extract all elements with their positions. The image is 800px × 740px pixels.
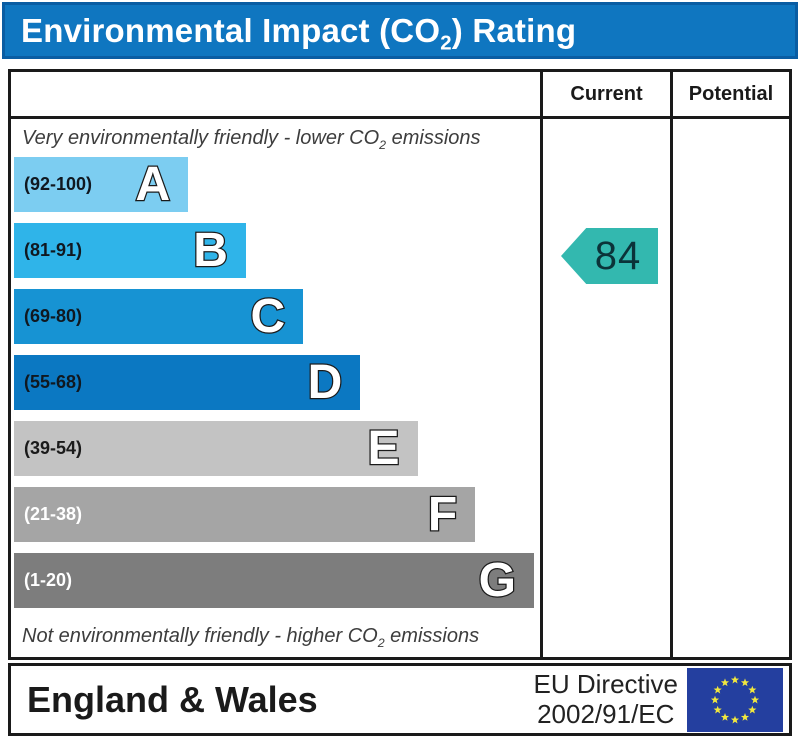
band-row: (81-91) B [14, 223, 534, 278]
band-range-label: (39-54) [24, 438, 83, 458]
band-range-label: (69-80) [24, 306, 83, 326]
chart-title: Environmental Impact (CO2) Rating [21, 11, 577, 55]
current-column-cell: 84 [540, 119, 670, 657]
current-rating-value: 84 [594, 233, 642, 278]
eu-directive-text: EU Directive 2002/91/EC [533, 669, 678, 729]
band-bar-F: (21-38) F [14, 487, 476, 542]
band-range-label: (81-91) [24, 240, 83, 260]
current-column-header: Current [540, 72, 670, 119]
band-bar-A: (92-100) A [14, 157, 189, 212]
eu-flag-icon [687, 667, 783, 732]
band-row: (21-38) F [14, 487, 534, 542]
footer-bar: England & Wales EU Directive 2002/91/EC [8, 663, 792, 736]
band-bar-D: (55-68) D [14, 355, 361, 410]
band-row: (1-20) G [14, 553, 534, 608]
bands-column: Very environmentally friendly - lower CO… [11, 119, 540, 657]
band-letter: E [366, 421, 401, 475]
band-range-label: (1-20) [24, 570, 73, 590]
band-row: (55-68) D [14, 355, 534, 410]
potential-column-header: Potential [670, 72, 789, 119]
band-range-label: (21-38) [24, 504, 83, 524]
band-row: (92-100) A [14, 157, 534, 212]
band-bar-G: (1-20) G [14, 553, 534, 608]
chart-title-bar: Environmental Impact (CO2) Rating [2, 2, 798, 59]
region-label: England & Wales [27, 678, 318, 720]
band-letter: A [134, 157, 171, 211]
bottom-note: Not environmentally friendly - higher CO… [22, 625, 480, 650]
band-row: (39-54) E [14, 421, 534, 476]
band-letter: F [427, 487, 459, 541]
rating-table: Current Potential Very environmentally f… [8, 69, 792, 660]
top-note: Very environmentally friendly - lower CO… [22, 127, 481, 152]
band-letter: G [477, 553, 517, 607]
band-letter: D [306, 355, 343, 409]
band-range-label: (55-68) [24, 372, 83, 392]
band-row: (69-80) C [14, 289, 534, 344]
band-letter: C [249, 289, 286, 343]
band-range-label: (92-100) [24, 174, 93, 194]
band-bar-C: (69-80) C [14, 289, 304, 344]
header-spacer-cell [11, 72, 540, 119]
current-rating-arrow: 84 [561, 228, 658, 284]
band-bar-B: (81-91) B [14, 223, 246, 278]
band-bar-E: (39-54) E [14, 421, 418, 476]
bands-list: (92-100) A (81-91) B (69-80) C (55-68) D… [14, 157, 534, 608]
band-letter: B [192, 223, 229, 277]
potential-column-cell [670, 119, 789, 657]
